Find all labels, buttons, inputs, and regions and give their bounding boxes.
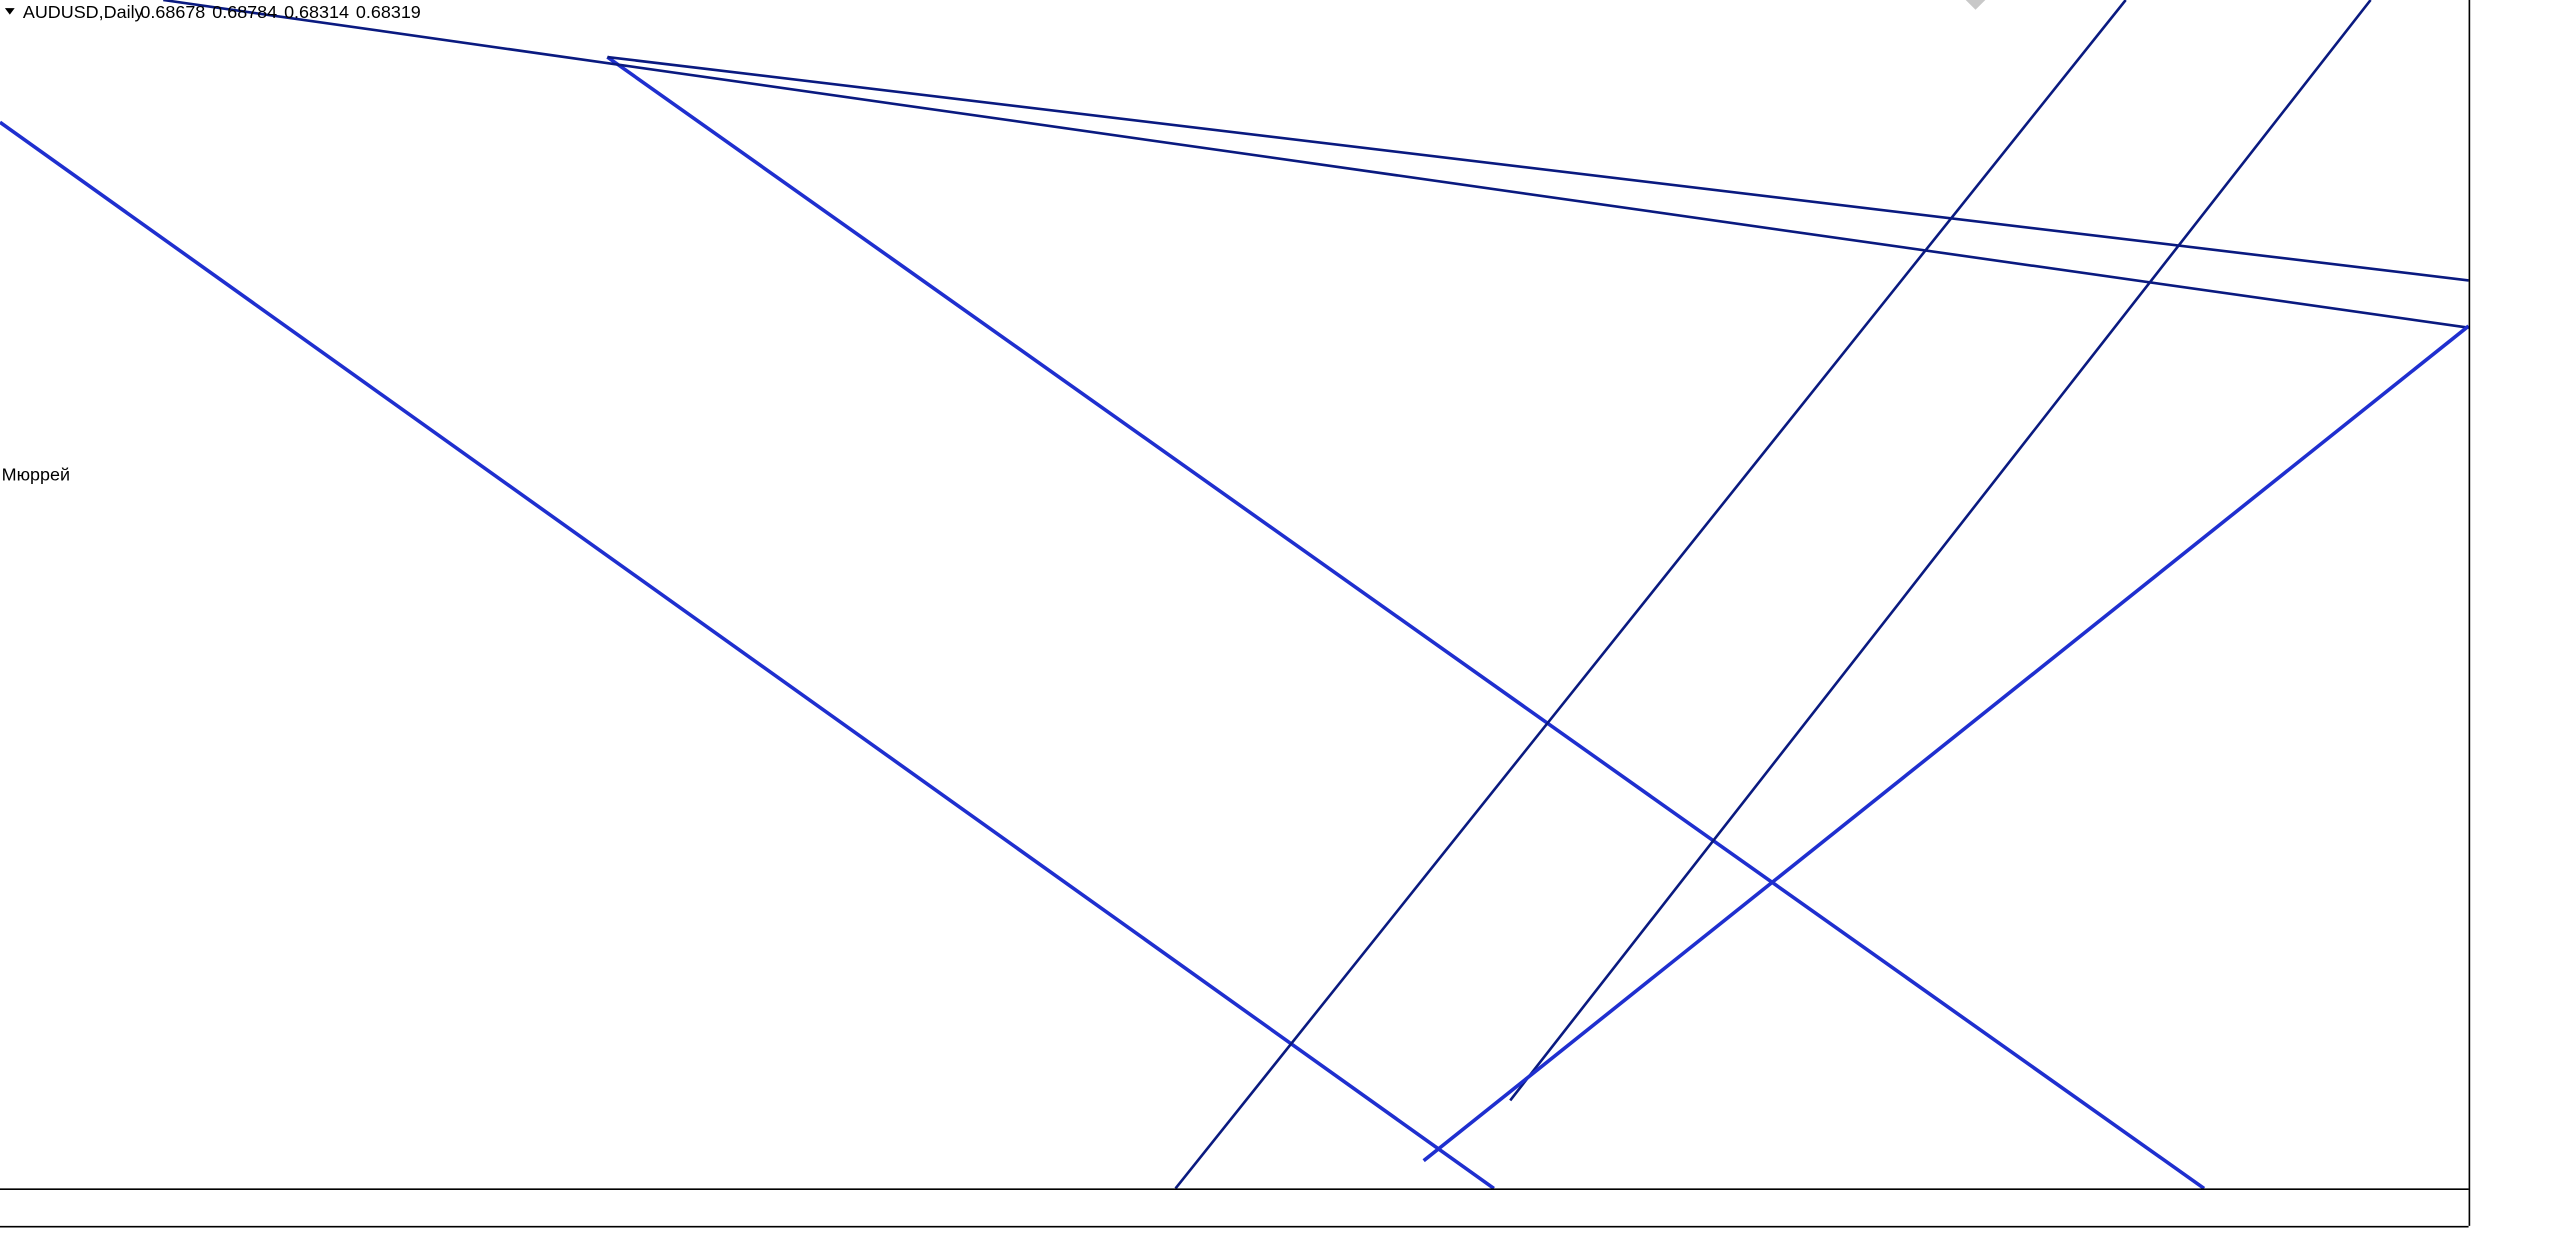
trend-line	[606, 55, 2206, 1190]
ohlc-value: 0.68678	[140, 2, 205, 22]
frame	[0, 0, 2471, 1228]
ohlc-value: 0.68784	[212, 2, 277, 22]
channel-line	[1174, 0, 2127, 1190]
channel-line	[1509, 0, 2372, 1102]
ohlc-value: 0.68319	[356, 2, 421, 22]
scroll-marker	[1965, 0, 1986, 10]
trend-line	[0, 120, 1495, 1190]
trend-line	[1422, 324, 2470, 1163]
header: AUDUSD,Daily 0.68678 0.68784 0.68314 0.6…	[2, 2, 421, 485]
menu-arrow	[4, 8, 15, 15]
trend-line	[163, 0, 2469, 329]
ohlc-value: 0.68314	[284, 2, 349, 22]
annotation: Мюррей	[2, 465, 70, 485]
trend-line	[607, 55, 2469, 282]
trendlines	[0, 0, 2470, 1190]
symbol: AUDUSD,Daily	[23, 2, 144, 22]
